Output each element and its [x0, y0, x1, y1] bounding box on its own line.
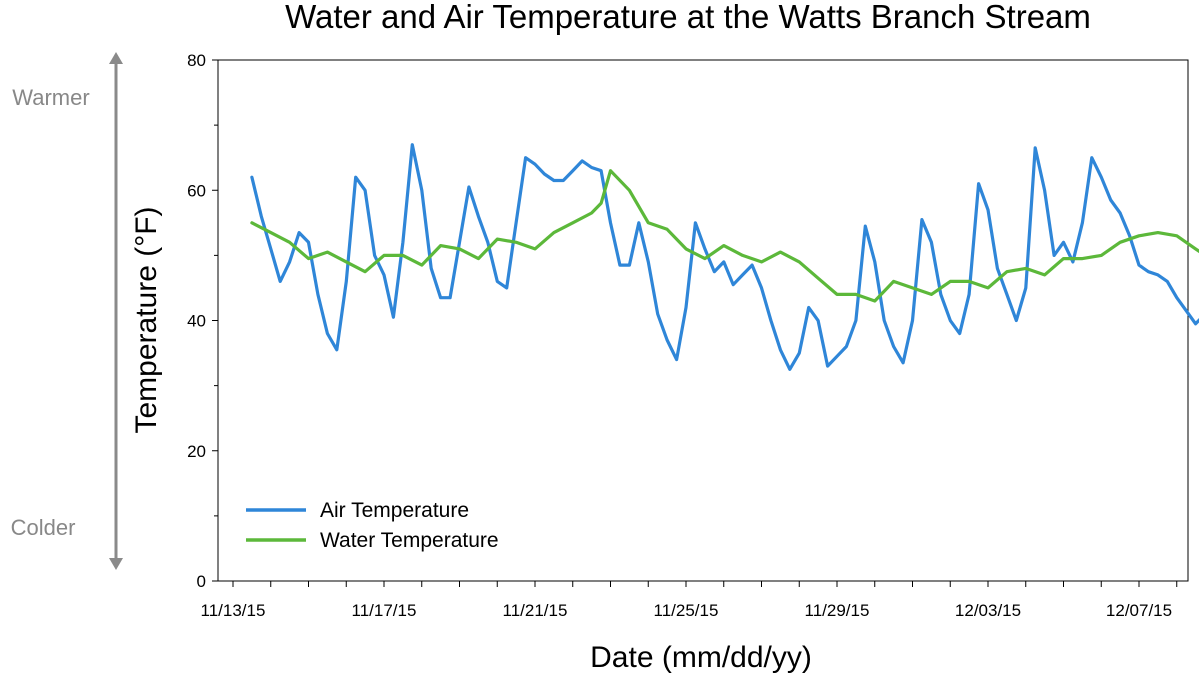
series-layer	[250, 143, 1199, 371]
legend-item-air: Air Temperature	[246, 499, 469, 522]
y-tick-label: 60	[187, 181, 206, 200]
x-tick-label: 11/29/15	[805, 601, 870, 620]
x-tick-label: 12/07/15	[1106, 601, 1172, 620]
x-tick-label: 11/25/15	[654, 601, 719, 620]
colder-annotation: Colder	[11, 515, 76, 540]
legend: Air Temperature Water Temperature	[246, 499, 499, 552]
x-tick-label: 11/17/15	[352, 601, 417, 620]
chart-title: Water and Air Temperature at the Watts B…	[285, 0, 1091, 35]
legend-label-water: Water Temperature	[320, 529, 499, 552]
warmer-colder-arrow	[109, 52, 123, 570]
y-tick-label: 20	[187, 442, 206, 461]
x-axis-label: Date (mm/dd/yy)	[590, 641, 812, 674]
x-tick-label: 11/13/15	[201, 601, 266, 620]
series-line-water-temperature	[250, 169, 1199, 303]
y-axis: 0 20 40 60 80	[187, 51, 218, 591]
y-tick-label: 0	[197, 572, 206, 591]
x-tick-label: 11/21/15	[503, 601, 568, 620]
y-tick-label: 40	[187, 312, 206, 331]
x-axis: 11/13/15 11/17/15 11/21/15 11/25/15 11/29/15…	[201, 581, 1178, 620]
series-line-air-temperature	[250, 143, 1199, 371]
x-tick-label: 12/03/15	[955, 601, 1021, 620]
legend-item-water: Water Temperature	[246, 529, 499, 552]
y-tick-label: 80	[187, 51, 206, 70]
y-axis-label: Temperature (°F)	[130, 206, 163, 433]
warmer-annotation: Warmer	[12, 85, 89, 110]
legend-label-air: Air Temperature	[320, 499, 469, 522]
